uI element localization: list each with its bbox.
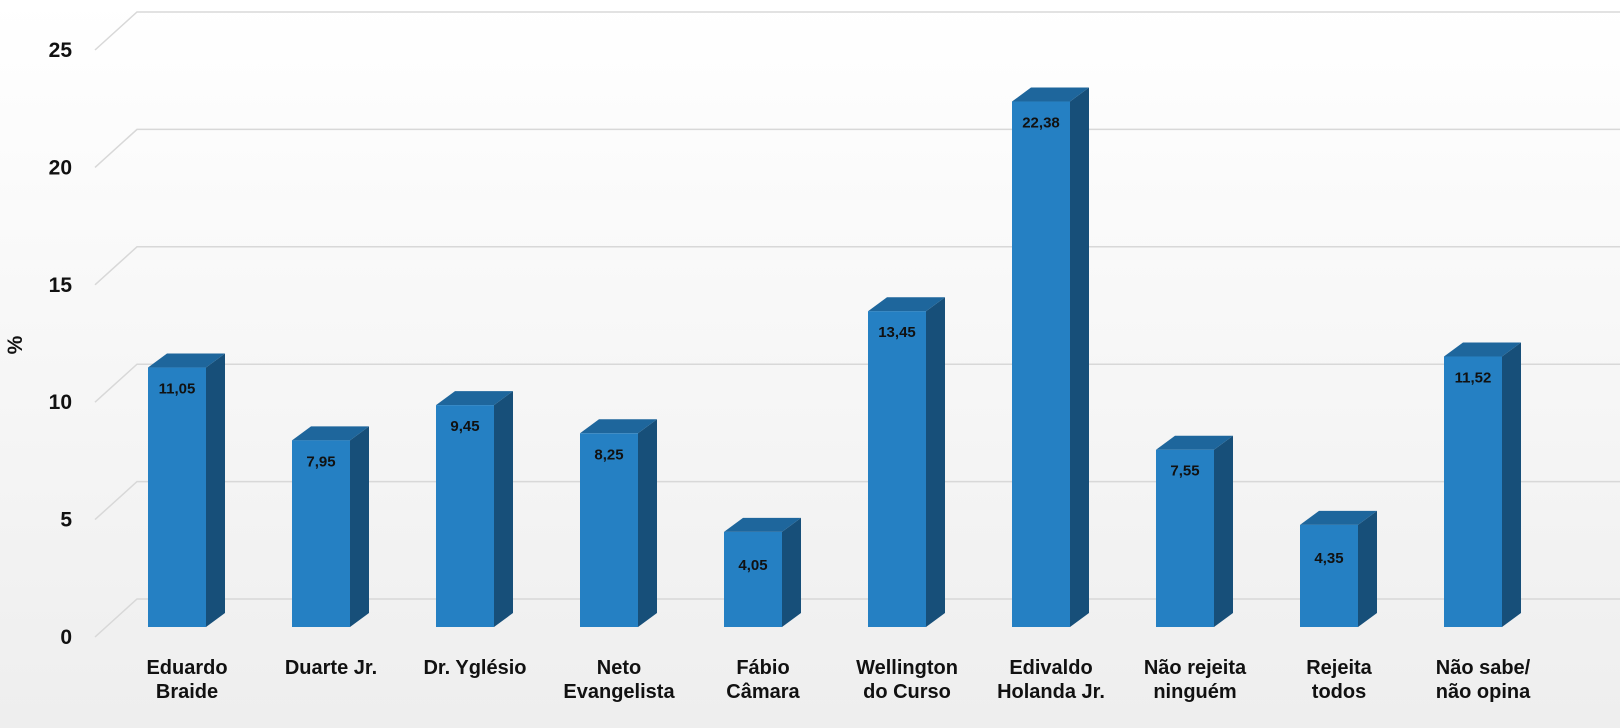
x-tick-label: Edivaldo Holanda Jr. xyxy=(997,657,1105,703)
bar-front xyxy=(1444,356,1502,627)
x-tick-label: Wellington do Curso xyxy=(856,657,958,703)
value-label: 8,25 xyxy=(594,446,623,463)
x-tick-label: Não sabe/não opina xyxy=(1436,657,1531,703)
bar-top xyxy=(724,517,801,532)
y-axis-title: % xyxy=(4,335,27,354)
grid-line xyxy=(94,598,1620,638)
bar-front xyxy=(1156,449,1214,627)
bar-side xyxy=(350,426,369,627)
bar xyxy=(580,419,657,627)
bar-front xyxy=(580,433,638,627)
grid-line xyxy=(94,128,1620,168)
bar-front xyxy=(724,531,782,627)
y-tick-label: 0 xyxy=(60,626,72,649)
bar xyxy=(724,517,801,627)
bar-front xyxy=(868,311,926,627)
bar-side xyxy=(926,297,945,627)
bar-front xyxy=(1012,101,1070,628)
bar-front xyxy=(1300,524,1358,627)
y-tick-label: 10 xyxy=(49,391,72,414)
bar-side xyxy=(638,419,657,627)
bar-top xyxy=(1444,342,1521,357)
bar xyxy=(292,426,369,627)
x-tick-label: Fábio Câmara xyxy=(726,657,800,703)
value-label: 13,45 xyxy=(878,324,916,341)
bar-top xyxy=(436,391,513,406)
bar xyxy=(1156,435,1233,627)
y-tick-label: 15 xyxy=(49,274,73,297)
grid-line xyxy=(94,11,1620,51)
value-label: 4,35 xyxy=(1314,550,1343,567)
bar-top xyxy=(1300,510,1377,525)
bar-top xyxy=(580,419,657,434)
y-tick-label: 25 xyxy=(49,39,73,62)
bar-side xyxy=(494,391,513,627)
bar-top xyxy=(1156,435,1233,450)
bar-front xyxy=(148,367,206,627)
bar-top xyxy=(868,297,945,312)
value-label: 22,38 xyxy=(1022,115,1060,132)
bar-front xyxy=(436,405,494,627)
bar xyxy=(1300,510,1377,627)
bar-side xyxy=(1070,87,1089,628)
bar-side xyxy=(206,353,225,627)
grid-line xyxy=(94,363,1620,403)
bar-side xyxy=(782,517,801,627)
value-label: 11,52 xyxy=(1455,370,1492,387)
value-label: 9,45 xyxy=(450,418,479,435)
bar-side xyxy=(1502,342,1521,627)
grid-line xyxy=(94,480,1620,521)
y-tick-label: 5 xyxy=(60,509,72,532)
x-tick-label: Duarte Jr. xyxy=(285,657,377,679)
bar-side xyxy=(1358,510,1377,627)
grid-line xyxy=(94,246,1620,286)
bar xyxy=(868,297,945,627)
bar xyxy=(148,353,225,627)
x-tick-label: Rejeita todos xyxy=(1306,657,1372,703)
value-label: 7,55 xyxy=(1170,463,1199,480)
bar-top xyxy=(292,426,369,441)
x-tick-label: Não rejeita ninguém xyxy=(1144,657,1247,703)
bar xyxy=(1012,87,1089,628)
x-tick-label: Eduardo Braide xyxy=(146,657,227,703)
y-tick-label: 20 xyxy=(49,156,72,179)
bar-front xyxy=(292,440,350,627)
bar-top xyxy=(1012,87,1089,102)
bar xyxy=(1444,342,1521,627)
x-tick-label: Dr. Yglésio xyxy=(423,657,526,679)
bar xyxy=(436,391,513,627)
value-label: 7,95 xyxy=(306,453,335,470)
value-label: 11,05 xyxy=(159,381,196,398)
value-label: 4,05 xyxy=(738,557,767,574)
bar-side xyxy=(1214,435,1233,627)
bar-top xyxy=(148,353,225,368)
x-tick-label: Neto Evangelista xyxy=(563,657,675,703)
